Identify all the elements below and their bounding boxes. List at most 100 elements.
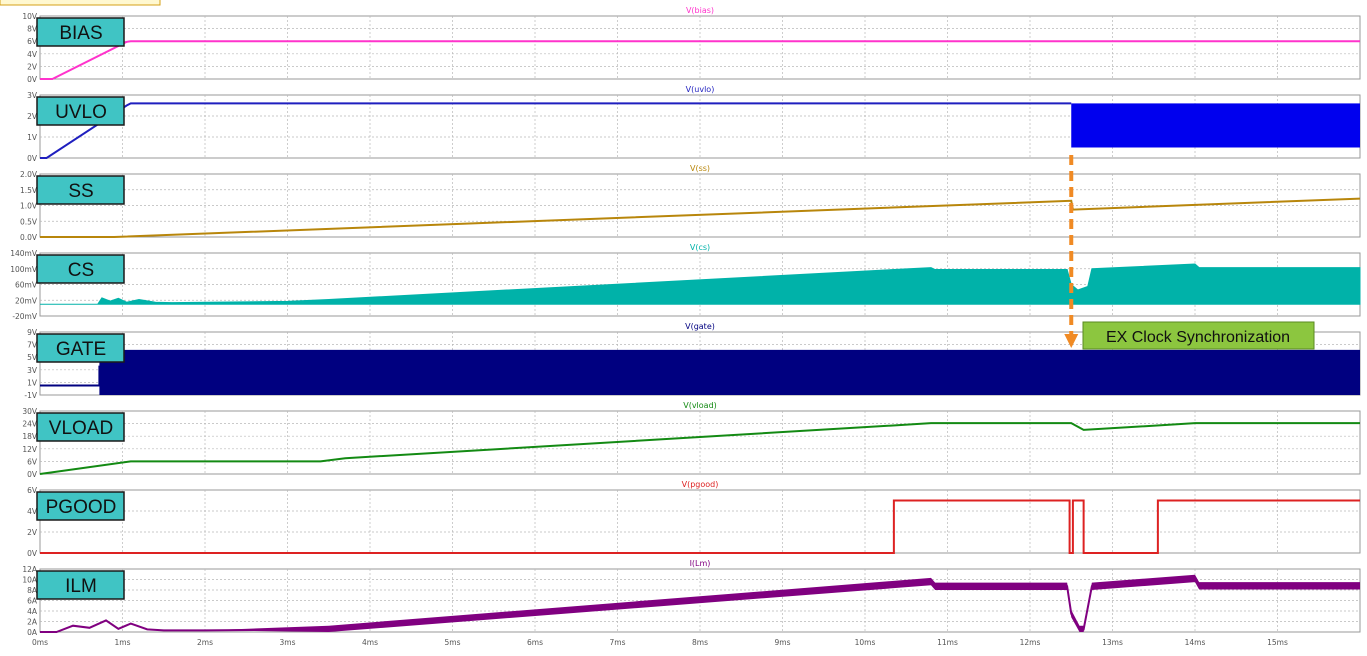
x-tick-label: 3ms bbox=[280, 638, 296, 647]
series-line bbox=[40, 499, 1360, 554]
trace-title: V(uvlo) bbox=[686, 85, 715, 94]
y-tick-label: 4V bbox=[27, 50, 38, 59]
panel-label: GATE bbox=[56, 339, 106, 360]
series-line bbox=[39, 422, 1360, 475]
panel-label: ILM bbox=[65, 576, 97, 597]
x-tick-label: 11ms bbox=[937, 638, 958, 647]
y-tick-label: 0.5V bbox=[20, 217, 38, 226]
panel-label: BIAS bbox=[59, 23, 102, 44]
x-tick-label: 12ms bbox=[1020, 638, 1041, 647]
y-tick-label: 0V bbox=[27, 75, 38, 84]
y-tick-label: 1V bbox=[27, 378, 38, 387]
legend-corner bbox=[0, 0, 161, 6]
annotation-text: EX Clock Synchronization bbox=[1106, 329, 1290, 346]
x-tick-label: 1ms bbox=[115, 638, 131, 647]
y-tick-label: 2V bbox=[27, 528, 38, 537]
panel-label-box bbox=[36, 175, 125, 205]
trace-title: V(bias) bbox=[686, 6, 714, 15]
series-line bbox=[40, 102, 1072, 159]
y-tick-label: 20mV bbox=[15, 296, 38, 305]
y-tick-label: 0V bbox=[27, 154, 38, 163]
panel-bias: 0V 2V 4V 6V 8V 10V V(bias) BIAS bbox=[22, 6, 1361, 84]
y-tick-label: 0V bbox=[27, 549, 38, 558]
y-tick-label: 1.0V bbox=[20, 202, 38, 211]
y-tick-label: 2.0V bbox=[20, 170, 38, 179]
y-tick-label: 6V bbox=[27, 486, 38, 495]
trace-title: I(Lm) bbox=[690, 559, 711, 568]
y-tick-label: 60mV bbox=[15, 281, 38, 290]
panel-label-box bbox=[36, 412, 125, 442]
envelope-area bbox=[40, 263, 1361, 305]
panel-uvlo: 0V 1V 2V 3V V(uvlo) UVLO bbox=[27, 85, 1361, 163]
panel-label: VLOAD bbox=[49, 418, 113, 439]
y-tick-label: 4V bbox=[27, 507, 38, 516]
y-tick-label: 3V bbox=[27, 366, 38, 375]
ripple-envelope bbox=[40, 574, 1360, 632]
panel-label-box bbox=[36, 333, 125, 363]
x-tick-label: 8ms bbox=[692, 638, 708, 647]
y-tick-label: 12A bbox=[22, 565, 38, 574]
x-tick-label: 2ms bbox=[197, 638, 213, 647]
panel-label: CS bbox=[68, 260, 94, 281]
panel-label-box bbox=[36, 491, 125, 521]
series-line bbox=[40, 577, 1360, 633]
y-tick-label: 140mV bbox=[10, 249, 38, 258]
x-tick-label: 6ms bbox=[527, 638, 543, 647]
panel-label: SS bbox=[68, 181, 93, 202]
x-tick-label: 15ms bbox=[1267, 638, 1288, 647]
y-tick-label: 10V bbox=[22, 12, 38, 21]
y-tick-label: -1V bbox=[24, 391, 37, 400]
y-tick-label: 12V bbox=[22, 445, 38, 454]
y-tick-label: 3V bbox=[27, 91, 38, 100]
x-tick-label: 7ms bbox=[610, 638, 626, 647]
switching-band bbox=[1071, 103, 1360, 148]
panel-label: PGOOD bbox=[46, 497, 117, 518]
y-tick-label: 2V bbox=[27, 62, 38, 71]
y-tick-label: 8A bbox=[27, 586, 38, 595]
y-tick-label: 5V bbox=[27, 353, 38, 362]
switching-band bbox=[99, 350, 1360, 395]
y-tick-label: 10A bbox=[22, 576, 38, 585]
panel-pgood: 0V 2V 4V 6V V(pgood) PGOOD bbox=[27, 480, 1361, 558]
annotation-box bbox=[1082, 321, 1315, 350]
y-tick-label: -20mV bbox=[12, 312, 38, 321]
y-tick-label: 0A bbox=[27, 628, 38, 637]
y-tick-label: 1.5V bbox=[20, 186, 38, 195]
trace-title: V(gate) bbox=[685, 322, 715, 331]
series-line bbox=[40, 197, 1361, 238]
x-tick-label: 0ms bbox=[32, 638, 48, 647]
x-tick-label: 13ms bbox=[1102, 638, 1123, 647]
trace-title: V(ss) bbox=[690, 164, 710, 173]
panel-gate: -1V 1V 3V 5V 7V 9V V(gate) GATE bbox=[24, 322, 1361, 400]
y-tick-label: 0V bbox=[27, 470, 38, 479]
y-tick-label: 6V bbox=[27, 457, 38, 466]
y-tick-label: 1V bbox=[27, 133, 38, 142]
y-tick-label: 0.0V bbox=[20, 233, 38, 242]
panel-label: UVLO bbox=[55, 102, 107, 123]
y-tick-label: 9V bbox=[27, 328, 38, 337]
panel-label-box bbox=[36, 570, 125, 600]
trace-title: V(pgood) bbox=[682, 480, 719, 489]
trace-title: V(cs) bbox=[690, 243, 710, 252]
panel-ss: 0.0V 0.5V 1.0V 1.5V 2.0V V(ss) SS bbox=[20, 164, 1361, 242]
y-tick-label: 6V bbox=[27, 37, 38, 46]
y-tick-label: 8V bbox=[27, 25, 38, 34]
x-tick-label: 14ms bbox=[1185, 638, 1206, 647]
panel-vload: 0V 6V 12V 18V 24V 30V V(vload) VLOAD bbox=[22, 401, 1361, 479]
annotation-arrow-head bbox=[1064, 334, 1079, 348]
panel-cs: -20mV 20mV 60mV 100mV 140mV V(cs) CS bbox=[10, 243, 1361, 321]
x-tick-label: 10ms bbox=[855, 638, 876, 647]
x-tick-label: 4ms bbox=[362, 638, 378, 647]
plot-area bbox=[39, 489, 1361, 554]
panel-label-box bbox=[36, 96, 125, 126]
y-tick-label: 2A bbox=[27, 618, 38, 627]
x-tick-label: 9ms bbox=[775, 638, 791, 647]
y-tick-label: 18V bbox=[22, 432, 38, 441]
panel-label-box bbox=[36, 254, 125, 284]
y-tick-label: 7V bbox=[27, 341, 38, 350]
panel-label-box bbox=[36, 17, 125, 47]
y-tick-label: 2V bbox=[27, 112, 38, 121]
y-tick-label: 4A bbox=[27, 607, 38, 616]
